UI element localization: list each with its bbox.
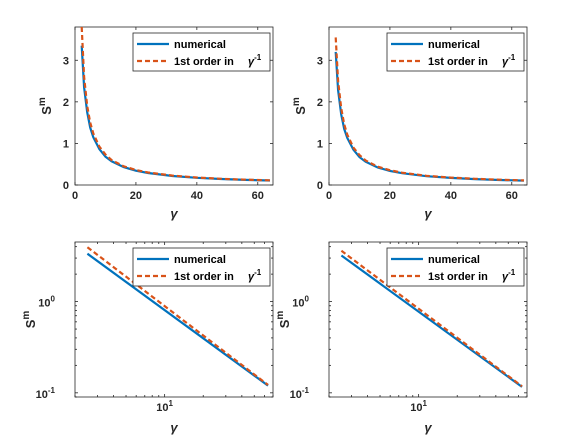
plot-area: [328, 241, 528, 398]
y-tick-label: 100: [292, 295, 309, 310]
chart-panel-2: 0 20 40 60 0 1 2 3 γ Sm numerical 1st order in γ-1: [291, 26, 528, 221]
y-tick-label: 2: [63, 97, 69, 109]
legend-label: 1st order in: [428, 56, 488, 68]
legend: numerical 1st order in γ-1: [386, 247, 525, 287]
legend-box: [132, 32, 271, 72]
legend-box: [386, 247, 525, 287]
series-line-numerical: [86, 252, 269, 387]
legend-label-suffix: γ-1: [248, 268, 262, 283]
legend-label: numerical: [174, 39, 226, 51]
plot-area: [328, 26, 528, 186]
y-axis-label: Sm: [37, 97, 54, 115]
plot-area: [74, 26, 274, 186]
plot-area: [74, 241, 274, 398]
legend-label-suffix: γ-1: [502, 53, 516, 68]
x-tick-label: 20: [384, 190, 396, 202]
y-tick-label: 0: [317, 180, 323, 192]
y-tick-label: 3: [63, 55, 69, 67]
legend-label: numerical: [428, 39, 480, 51]
x-tick-label: 101: [410, 399, 427, 414]
x-tick-label: 0: [72, 190, 78, 202]
x-tick-label: 60: [252, 190, 264, 202]
legend-label: 1st order in: [174, 271, 234, 283]
x-axis-label: γ: [170, 206, 178, 221]
series-line-first-order: [340, 249, 523, 388]
y-tick-label: 3: [317, 55, 323, 67]
x-axis-label: γ: [170, 420, 178, 435]
legend-label: numerical: [428, 254, 480, 266]
legend: numerical 1st order in γ-1: [132, 32, 271, 72]
series-line-first-order: [86, 246, 269, 386]
y-tick-label: 2: [317, 97, 323, 109]
y-tick-label: 10-1: [290, 386, 310, 401]
chart-panel-4: 101 10-1 100 γ Sm numerical 1st order in γ-1: [275, 241, 528, 435]
legend-label-suffix: γ-1: [248, 53, 262, 68]
y-axis-label: Sm: [21, 311, 38, 329]
x-tick-label: 0: [326, 190, 332, 202]
chart-panel-3: 101 10-1 100 γ Sm numerical 1st order in γ-1: [21, 241, 274, 435]
y-axis-label: Sm: [291, 97, 308, 115]
x-tick-label: 20: [130, 190, 142, 202]
y-tick-label: 1: [63, 138, 69, 150]
series-line-first-order: [334, 37, 525, 182]
legend-label: 1st order in: [428, 271, 488, 283]
y-tick-label: 100: [38, 295, 55, 310]
y-tick-label: 1: [317, 138, 323, 150]
legend-box: [386, 32, 525, 72]
x-tick-label: 60: [506, 190, 518, 202]
legend-label: numerical: [174, 254, 226, 266]
x-tick-label: 40: [191, 190, 203, 202]
legend-label: 1st order in: [174, 56, 234, 68]
y-tick-label: 10-1: [36, 386, 56, 401]
legend-box: [132, 247, 271, 287]
legend: numerical 1st order in γ-1: [132, 247, 271, 287]
y-tick-label: 0: [63, 180, 69, 192]
legend-label-suffix: γ-1: [502, 268, 516, 283]
x-tick-label: 101: [156, 399, 173, 414]
y-axis-label: Sm: [275, 311, 292, 329]
legend: numerical 1st order in γ-1: [386, 32, 525, 72]
series-line-first-order: [80, 27, 271, 182]
x-axis-label: γ: [424, 420, 432, 435]
chart-panel-1: 0 20 40 60 0 1 2 3 γ Sm numerical 1st order in γ-1: [37, 26, 274, 221]
x-tick-label: 40: [445, 190, 457, 202]
x-axis-label: γ: [424, 206, 432, 221]
